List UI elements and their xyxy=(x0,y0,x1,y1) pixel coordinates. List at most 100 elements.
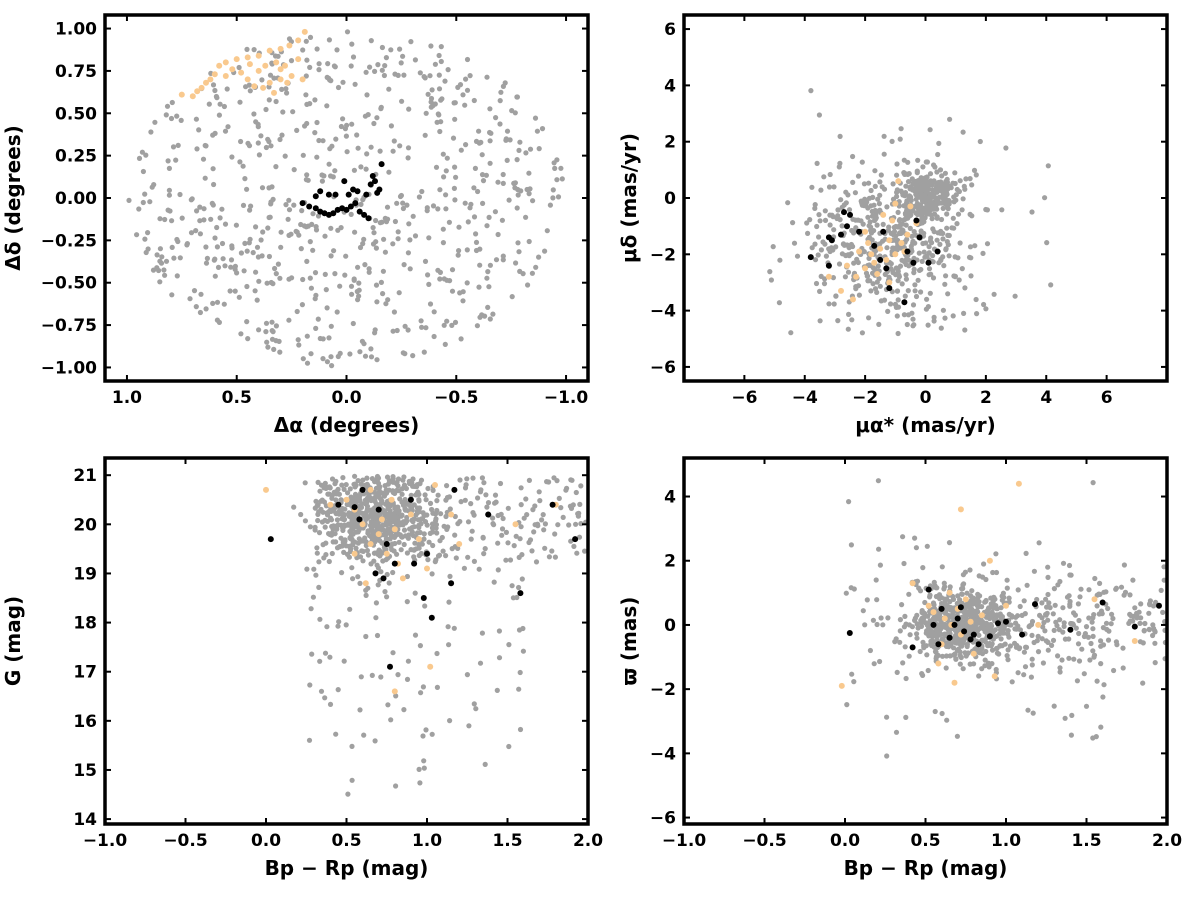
field-star-point xyxy=(940,307,947,313)
selected-star-point xyxy=(874,271,881,277)
field-star-point xyxy=(920,565,926,571)
field-star-point xyxy=(339,482,345,488)
field-star-point xyxy=(420,510,426,516)
field-star-point xyxy=(932,708,938,715)
field-star-point xyxy=(323,287,329,293)
field-star-point xyxy=(487,160,493,166)
selected-star-point xyxy=(282,62,288,69)
field-star-point xyxy=(967,567,973,573)
core-star-point xyxy=(312,193,319,200)
x-tick-label: 4 xyxy=(1040,388,1052,408)
field-star-point xyxy=(560,514,566,521)
field-star-point xyxy=(960,196,966,202)
field-star-point xyxy=(427,500,434,506)
field-star-point xyxy=(139,149,145,155)
field-star-point xyxy=(540,511,546,518)
field-star-point xyxy=(809,184,815,190)
field-star-point xyxy=(317,616,323,622)
field-star-point xyxy=(1140,680,1146,686)
field-star-point xyxy=(1142,620,1148,627)
core-star-point xyxy=(871,242,878,249)
field-star-point xyxy=(400,205,406,212)
selected-star-point xyxy=(512,521,519,528)
field-star-point xyxy=(1022,611,1028,617)
field-star-point xyxy=(237,159,243,165)
field-star-point xyxy=(541,527,547,533)
field-star-point xyxy=(349,777,355,783)
field-star-point xyxy=(290,109,296,115)
field-star-point xyxy=(500,180,506,186)
field-star-point xyxy=(983,599,989,605)
field-star-point xyxy=(1017,603,1023,610)
field-star-point xyxy=(263,144,269,151)
field-star-point xyxy=(394,200,400,206)
field-star-point xyxy=(473,706,479,712)
field-star-point xyxy=(414,490,420,496)
field-star-point xyxy=(499,532,505,538)
field-star-point xyxy=(388,47,394,53)
field-star-point xyxy=(971,167,978,173)
field-star-point xyxy=(360,477,366,483)
field-star-point xyxy=(1045,647,1051,653)
field-star-point xyxy=(523,150,529,156)
core-star-point xyxy=(325,191,332,198)
field-star-point xyxy=(495,179,501,185)
field-star-point xyxy=(422,492,428,498)
field-star-point xyxy=(903,714,909,721)
field-star-point xyxy=(514,94,521,100)
field-star-point xyxy=(362,482,368,488)
field-star-point xyxy=(348,515,354,521)
field-star-point xyxy=(515,192,521,198)
field-star-point xyxy=(375,525,381,531)
field-star-point xyxy=(159,254,165,260)
field-star-point xyxy=(954,600,960,607)
field-star-point xyxy=(398,547,404,553)
field-star-point xyxy=(451,185,457,191)
field-star-point xyxy=(333,497,339,503)
field-star-point xyxy=(1050,611,1056,617)
field-star-point xyxy=(1039,600,1045,606)
field-star-point xyxy=(298,511,304,518)
y-tick-label: −2 xyxy=(650,680,676,700)
field-star-point xyxy=(474,323,480,329)
field-star-point xyxy=(1039,636,1045,642)
field-star-point xyxy=(342,272,348,278)
selected-star-point xyxy=(970,650,977,657)
field-star-point xyxy=(247,88,253,94)
field-star-point xyxy=(1023,550,1029,557)
field-star-point xyxy=(355,478,361,484)
field-star-point xyxy=(417,780,423,786)
field-star-point xyxy=(846,499,852,505)
field-star-point xyxy=(399,98,405,104)
field-star-point xyxy=(519,576,525,582)
field-star-point xyxy=(973,296,979,303)
field-star-point xyxy=(136,206,142,212)
field-star-point xyxy=(148,129,154,135)
field-star-point xyxy=(374,115,380,121)
field-star-point xyxy=(1056,627,1062,633)
field-star-point xyxy=(866,234,873,240)
selected-star-point xyxy=(263,486,269,493)
selected-star-point xyxy=(1003,602,1009,609)
core-star-point xyxy=(1032,601,1038,608)
field-star-point xyxy=(229,243,235,249)
field-star-point xyxy=(335,84,342,91)
field-star-point xyxy=(373,217,379,224)
field-star-point xyxy=(1013,620,1019,626)
selected-star-point xyxy=(880,211,887,218)
field-star-point xyxy=(915,193,921,199)
field-star-point xyxy=(439,534,445,541)
core-star-point xyxy=(916,234,923,241)
field-star-point xyxy=(391,138,397,144)
field-star-point xyxy=(544,228,550,234)
field-star-point xyxy=(279,86,285,92)
x-tick-label: 0.0 xyxy=(251,831,281,851)
field-star-point xyxy=(445,624,451,630)
field-star-point xyxy=(924,652,930,658)
core-star-point xyxy=(1019,631,1026,638)
field-star-point xyxy=(812,241,818,247)
field-star-point xyxy=(394,487,400,494)
field-star-point xyxy=(307,64,313,70)
field-star-point xyxy=(1051,627,1057,634)
field-star-point xyxy=(967,176,973,182)
